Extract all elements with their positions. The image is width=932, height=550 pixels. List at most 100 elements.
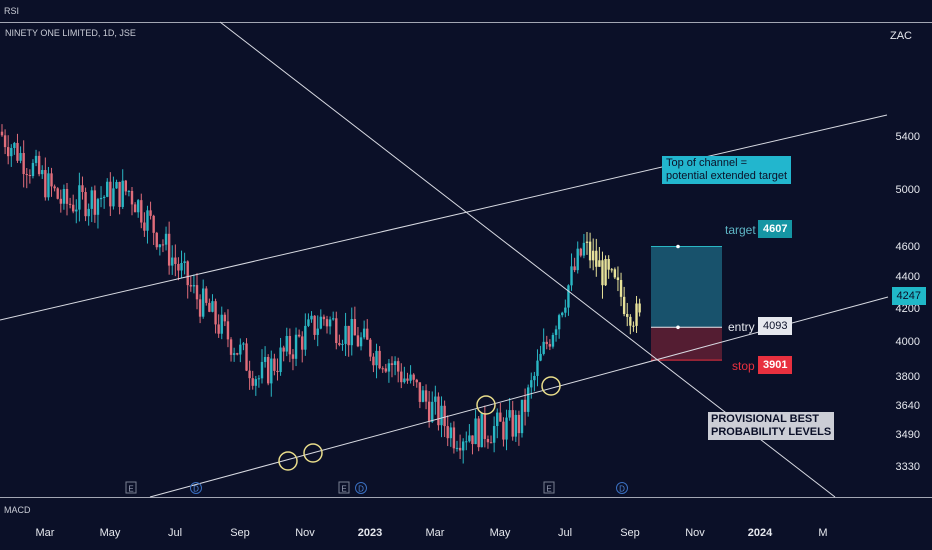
currency-label: ZAC (890, 30, 912, 42)
dividend-marker[interactable]: D (190, 482, 202, 494)
candle (282, 347, 285, 352)
candle (502, 421, 505, 440)
candle (285, 336, 288, 352)
candle (152, 215, 155, 233)
candle (626, 314, 629, 317)
candle (486, 438, 490, 443)
candle (251, 378, 254, 386)
candle (393, 361, 397, 366)
candle (526, 387, 530, 412)
candle (214, 301, 217, 325)
candle (496, 412, 499, 427)
swing-low-circle[interactable] (303, 443, 323, 463)
candle (164, 233, 168, 245)
swing-low-circle[interactable] (476, 395, 496, 415)
candle (316, 328, 319, 335)
y-tick-label: 4400 (895, 270, 920, 283)
x-tick-label: M (818, 527, 828, 539)
entry-badge: 4093 (758, 317, 793, 335)
x-tick-label: Sep (620, 527, 640, 539)
candle (84, 192, 87, 217)
candle (158, 244, 162, 248)
candle (297, 334, 301, 337)
dividend-marker[interactable]: D (355, 482, 367, 494)
candle (576, 248, 579, 271)
candle (591, 250, 595, 261)
candle (232, 353, 236, 355)
x-tick-label: Mar (425, 527, 445, 539)
rsi-separator[interactable] (0, 22, 932, 23)
candle (554, 329, 558, 335)
candle (25, 174, 28, 176)
x-tick-label: May (99, 527, 121, 539)
candle (607, 258, 610, 270)
candle (75, 209, 78, 212)
candle (174, 257, 177, 264)
y-tick-label: 3640 (895, 400, 920, 413)
candle (539, 353, 542, 361)
x-tick-label: Mar (35, 527, 55, 539)
target-zone[interactable] (651, 246, 722, 328)
earnings-marker[interactable]: E (338, 481, 350, 494)
candle (570, 266, 573, 286)
candle (458, 447, 462, 451)
channel-top-line[interactable] (0, 114, 888, 321)
earnings-marker-text: E (128, 485, 133, 494)
candle (319, 316, 323, 329)
candle (223, 314, 227, 322)
candle (62, 188, 66, 204)
candle (37, 155, 41, 175)
candle (421, 390, 425, 402)
candle (471, 435, 474, 445)
candle (16, 142, 19, 161)
rsi-pane-label[interactable]: RSI (4, 6, 20, 16)
candle (301, 336, 304, 350)
candle (610, 269, 613, 271)
y-tick-label: 3800 (895, 371, 920, 384)
candle (192, 285, 196, 287)
swing-low-circle[interactable] (541, 376, 561, 396)
candle (266, 357, 270, 384)
candle (81, 185, 84, 193)
candle (468, 435, 471, 442)
candle (588, 241, 592, 261)
macd-pane-label[interactable]: MACD (4, 505, 31, 515)
candle (263, 357, 267, 362)
x-tick-label: May (489, 527, 511, 539)
x-tick-label: 2023 (357, 527, 383, 539)
candle (378, 350, 381, 369)
x-tick-label: Sep (230, 527, 250, 539)
candle (226, 321, 230, 340)
candle (257, 378, 261, 380)
candle (65, 188, 69, 204)
y-tick-label: 4200 (895, 302, 920, 315)
candle (186, 261, 189, 286)
candle (604, 258, 607, 286)
candle (474, 418, 477, 445)
candle (396, 361, 400, 372)
macd-separator[interactable] (0, 497, 932, 498)
y-tick-label: 4000 (895, 336, 920, 348)
candle (582, 242, 586, 256)
candle (124, 180, 128, 192)
candle (171, 257, 174, 266)
candle (613, 269, 617, 278)
candle (362, 328, 366, 338)
candle (545, 341, 548, 345)
channel-target-note[interactable]: Top of channel = potential extended targ… (662, 156, 792, 184)
provisional-note-line-2: PROBABILITY LEVELS (711, 426, 832, 438)
stop-zone[interactable] (651, 327, 722, 361)
last-price-badge: 4247 (891, 287, 926, 305)
candle (381, 368, 384, 370)
dividend-marker[interactable]: D (616, 482, 628, 494)
earnings-marker[interactable]: E (125, 481, 137, 494)
candle (331, 318, 335, 320)
provisional-levels-note[interactable]: PROVISIONAL BEST PROBABILITY LEVELS (708, 412, 835, 440)
candle (130, 190, 134, 205)
candle (304, 325, 307, 350)
y-tick-label: 4600 (895, 240, 920, 253)
swing-low-circle[interactable] (278, 451, 298, 471)
earnings-marker[interactable]: E (543, 481, 555, 494)
